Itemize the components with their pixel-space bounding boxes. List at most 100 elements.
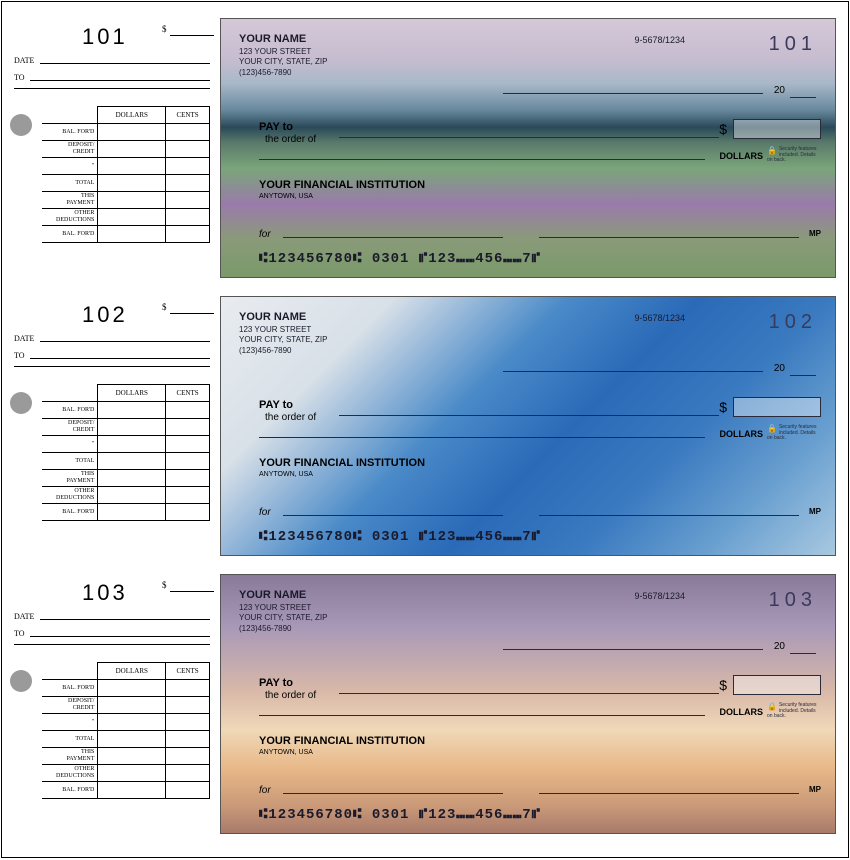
pay-to-label: PAY to — [259, 399, 293, 411]
stub-number: 101 — [82, 24, 128, 50]
signature-line — [539, 515, 799, 516]
stub-dollar-sign: $ — [162, 24, 167, 34]
memo-line — [283, 515, 503, 516]
check-body: YOUR NAME 123 YOUR STREETYOUR CITY, STAT… — [220, 18, 836, 278]
written-amount-line — [259, 159, 705, 160]
ledger-cent-cell — [166, 697, 210, 714]
stub-to-line: TO — [14, 351, 25, 360]
ledger-cent-cell — [166, 765, 210, 782]
ledger-dollar-cell — [98, 487, 166, 504]
pay-to-label: PAY to — [259, 121, 293, 133]
check-row: 102 $ DATE TO DOLLARSCENTS BAL. FOR'DDEP… — [14, 296, 836, 556]
bank-name: YOUR FINANCIAL INSTITUTION — [259, 179, 425, 191]
ledger-cent-cell — [166, 782, 210, 799]
ledger-cent-cell — [166, 419, 210, 436]
ledger-label: " — [42, 714, 98, 731]
ledger-label: DEPOSIT/CREDIT — [42, 141, 98, 158]
stub-dollar-sign: $ — [162, 580, 167, 590]
check-stub: 102 $ DATE TO DOLLARSCENTS BAL. FOR'DDEP… — [14, 296, 212, 556]
bank-name: YOUR FINANCIAL INSTITUTION — [259, 457, 425, 469]
ledger-dollar-cell — [98, 731, 166, 748]
ledger-dollar-cell — [98, 504, 166, 521]
check-sheet: 101 $ DATE TO DOLLARSCENTS BAL. FOR'DDEP… — [1, 1, 849, 858]
check-body: YOUR NAME 123 YOUR STREETYOUR CITY, STAT… — [220, 574, 836, 834]
check-row: 101 $ DATE TO DOLLARSCENTS BAL. FOR'DDEP… — [14, 18, 836, 278]
ledger-cent-cell — [166, 436, 210, 453]
micr-line: ⑆123456780⑆ 0301 ⑈123⑉⑉456⑉⑉7⑈ — [259, 251, 541, 267]
routing-fraction: 9-5678/1234 — [634, 591, 685, 601]
memo-label: for — [259, 785, 271, 796]
mp-label: MP — [809, 785, 821, 794]
ledger-dollar-cell — [98, 209, 166, 226]
stub-to-line: TO — [14, 73, 25, 82]
ledger-label: THISPAYMENT — [42, 470, 98, 487]
bank-address: ANYTOWN, USA — [259, 193, 313, 200]
ledger-cent-cell — [166, 402, 210, 419]
signature-line — [539, 237, 799, 238]
stub-number: 102 — [82, 302, 128, 328]
security-notice: Security features included. Details on b… — [767, 425, 821, 442]
ledger-dollar-cell — [98, 782, 166, 799]
routing-fraction: 9-5678/1234 — [634, 313, 685, 323]
ledger-dollar-cell — [98, 158, 166, 175]
stub-number: 103 — [82, 580, 128, 606]
bank-name: YOUR FINANCIAL INSTITUTION — [259, 735, 425, 747]
century-prefix: 20 — [774, 85, 785, 96]
ledger-label: THISPAYMENT — [42, 748, 98, 765]
ledger-cent-cell — [166, 141, 210, 158]
binder-hole — [10, 392, 32, 414]
ledger-label: BAL. FOR'D — [42, 782, 98, 799]
check-number: 102 — [769, 311, 817, 334]
ledger-cent-cell — [166, 731, 210, 748]
check-stub: 101 $ DATE TO DOLLARSCENTS BAL. FOR'DDEP… — [14, 18, 212, 278]
stub-to-line: TO — [14, 629, 25, 638]
ledger-dollar-cell — [98, 714, 166, 731]
ledger-cent-cell — [166, 470, 210, 487]
ledger-cent-cell — [166, 714, 210, 731]
order-of-label: the order of — [265, 690, 316, 701]
stub-date-line: DATE — [14, 334, 34, 343]
payer-address: 123 YOUR STREETYOUR CITY, STATE, ZIP(123… — [239, 325, 327, 356]
stub-ledger: DOLLARSCENTS BAL. FOR'DDEPOSIT/CREDIT"TO… — [42, 384, 210, 521]
check-number: 101 — [769, 33, 817, 56]
ledger-dollar-cell — [98, 124, 166, 141]
micr-line: ⑆123456780⑆ 0301 ⑈123⑉⑉456⑉⑉7⑈ — [259, 529, 541, 545]
ledger-label: THISPAYMENT — [42, 192, 98, 209]
stub-date-line: DATE — [14, 612, 34, 621]
check-number: 103 — [769, 589, 817, 612]
ledger-dollar-cell — [98, 192, 166, 209]
dollar-sign: $ — [719, 677, 727, 693]
memo-line — [283, 237, 503, 238]
memo-label: for — [259, 507, 271, 518]
dollars-label: DOLLARS — [720, 151, 764, 161]
dollars-label: DOLLARS — [720, 707, 764, 717]
ledger-cent-cell — [166, 209, 210, 226]
ledger-label: BAL. FOR'D — [42, 402, 98, 419]
dollar-sign: $ — [719, 399, 727, 415]
ledger-cent-cell — [166, 124, 210, 141]
ledger-label: " — [42, 436, 98, 453]
date-line — [503, 371, 763, 372]
ledger-label: BAL. FOR'D — [42, 124, 98, 141]
ledger-label: OTHERDEDUCTIONS — [42, 765, 98, 782]
amount-box — [733, 397, 821, 417]
ledger-cent-cell — [166, 453, 210, 470]
ledger-label: BAL. FOR'D — [42, 680, 98, 697]
ledger-cent-cell — [166, 487, 210, 504]
mp-label: MP — [809, 229, 821, 238]
ledger-label: TOTAL — [42, 453, 98, 470]
micr-line: ⑆123456780⑆ 0301 ⑈123⑉⑉456⑉⑉7⑈ — [259, 807, 541, 823]
bank-address: ANYTOWN, USA — [259, 471, 313, 478]
ledger-cent-cell — [166, 175, 210, 192]
dollar-sign: $ — [719, 121, 727, 137]
century-prefix: 20 — [774, 363, 785, 374]
ledger-cent-cell — [166, 680, 210, 697]
memo-line — [283, 793, 503, 794]
check-body: YOUR NAME 123 YOUR STREETYOUR CITY, STAT… — [220, 296, 836, 556]
ledger-label: BAL. FOR'D — [42, 226, 98, 243]
amount-box — [733, 675, 821, 695]
security-notice: Security features included. Details on b… — [767, 147, 821, 164]
stub-dollar-sign: $ — [162, 302, 167, 312]
ledger-cent-cell — [166, 226, 210, 243]
payer-name: YOUR NAME — [239, 589, 306, 601]
